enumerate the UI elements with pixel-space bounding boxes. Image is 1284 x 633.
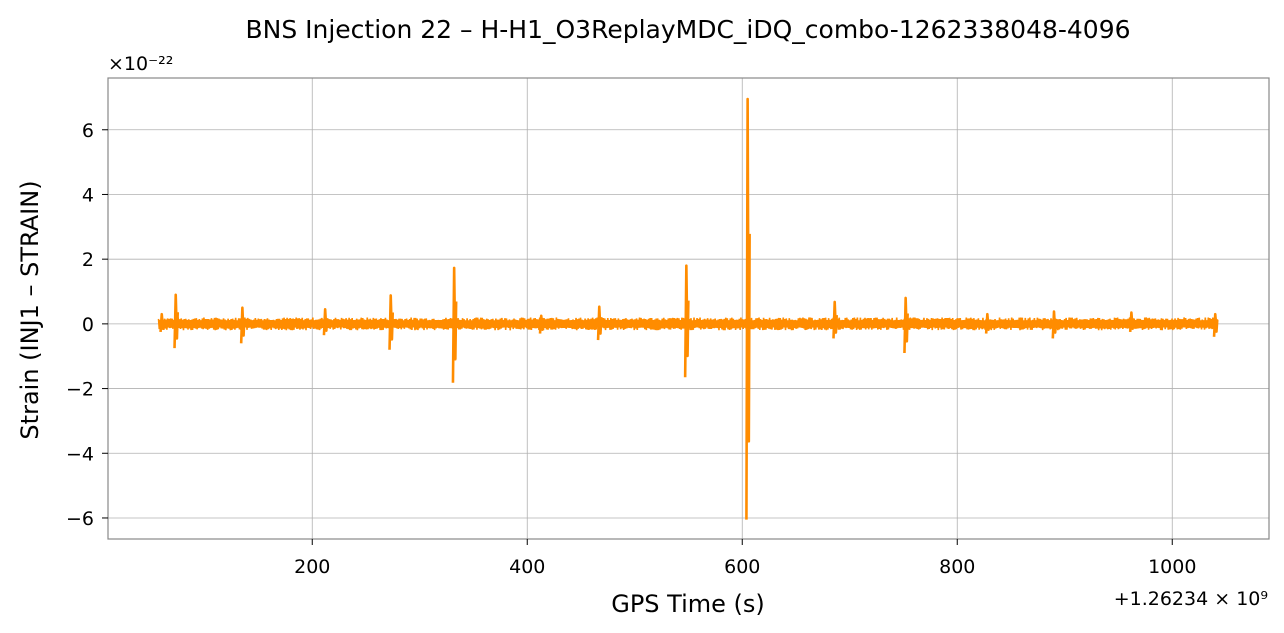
x-offset-label: +1.26234 × 10⁹ — [1114, 588, 1268, 610]
glitch-spike — [322, 308, 329, 336]
x-axis-label: GPS Time (s) — [611, 590, 765, 618]
y-axis: −6 −4 −2 0 2 4 6 — [66, 120, 108, 530]
glitch-spike — [159, 312, 166, 333]
glitch-spike — [451, 266, 458, 383]
plot-frame — [107, 77, 1270, 540]
y-tick-label: −6 — [66, 508, 94, 530]
glitch-spike — [683, 264, 690, 378]
glitch-spike — [1212, 312, 1219, 337]
glitch-spike — [984, 312, 991, 334]
y-scale-label: ×10⁻²² — [108, 53, 173, 75]
x-tick-label: 800 — [939, 556, 975, 578]
x-tick-label: 600 — [724, 556, 760, 578]
y-tick-label: 0 — [82, 314, 94, 336]
glitch-spike — [745, 97, 751, 520]
x-tick-label: 200 — [294, 556, 330, 578]
y-tick-label: −4 — [66, 443, 94, 465]
series-line — [157, 97, 1219, 520]
glitch-spike — [173, 293, 180, 349]
glitch-spike — [1128, 311, 1135, 333]
y-tick-label: 2 — [82, 249, 94, 271]
glitch-spike — [239, 306, 246, 344]
glitch-spike — [903, 296, 909, 354]
glitch-spike — [1051, 310, 1058, 339]
x-tick-label: 1000 — [1148, 556, 1196, 578]
y-tick-label: −2 — [66, 379, 94, 401]
glitch-spike — [538, 314, 545, 334]
glitch-spike — [596, 305, 603, 341]
glitch-spike — [388, 294, 395, 350]
y-tick-label: 4 — [82, 184, 94, 206]
y-axis-label: Strain (INJ1 – STRAIN) — [16, 180, 44, 439]
glitch-spike — [832, 300, 838, 339]
y-tick-label: 6 — [82, 120, 94, 142]
x-axis: 200 400 600 800 1000 — [294, 539, 1196, 578]
chart-title: BNS Injection 22 – H-H1_O3ReplayMDC_iDQ_… — [245, 15, 1130, 44]
x-tick-label: 400 — [509, 556, 545, 578]
